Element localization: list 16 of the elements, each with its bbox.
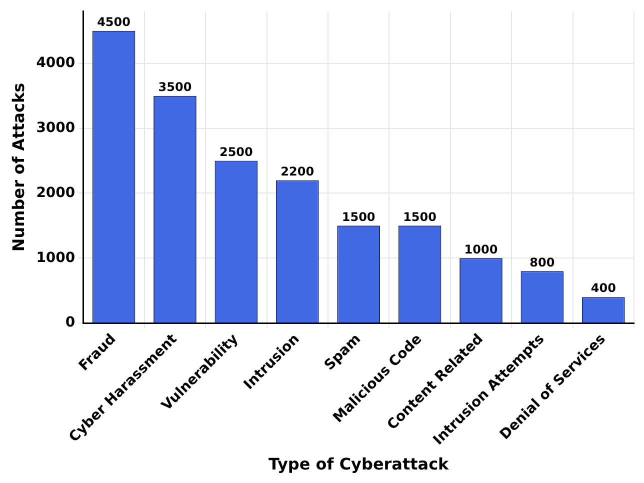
x-axis-title: Type of Cyberattack xyxy=(268,454,450,474)
data-label: 4500 xyxy=(97,15,130,30)
y-tick-label: 3000 xyxy=(36,120,76,136)
data-label: 1500 xyxy=(403,210,436,224)
data-label: 1500 xyxy=(342,210,376,224)
data-label: 2200 xyxy=(280,164,314,178)
data-label: 400 xyxy=(590,281,616,296)
y-tick-label: 1000 xyxy=(36,250,76,266)
data-label: 1000 xyxy=(464,242,498,256)
y-axis-title: Number of Attacks xyxy=(8,82,28,252)
y-tick-label: 0 xyxy=(65,314,76,331)
data-label: 3500 xyxy=(158,80,192,94)
y-tick-label: 4000 xyxy=(36,54,76,71)
data-label: 2500 xyxy=(219,144,253,159)
y-tick-label: 2000 xyxy=(36,184,76,201)
data-label: 800 xyxy=(530,255,555,270)
